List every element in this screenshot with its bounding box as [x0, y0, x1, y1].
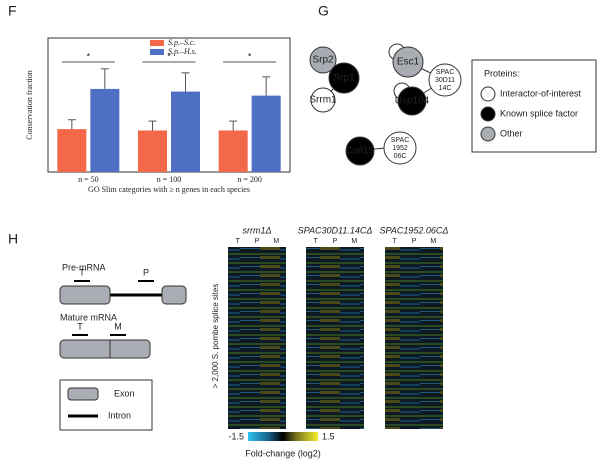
protein-node — [309, 46, 337, 74]
heatmap — [306, 247, 364, 429]
protein-node — [328, 62, 360, 94]
node-label: Srrm1 — [309, 95, 337, 106]
node-label: Usp104 — [395, 96, 430, 107]
protein-node — [392, 46, 424, 78]
schematic-label: Pre-mRNA — [62, 262, 106, 272]
node-label: 30D11 — [435, 77, 455, 84]
probe-label: T — [79, 267, 85, 277]
node-label: Cwf15 — [346, 146, 375, 157]
heatmap-y-label: > 2,000 S. pombe splice sites — [211, 284, 220, 389]
significance-star: * — [87, 51, 91, 61]
legend-swatch — [480, 86, 496, 102]
column-label: T — [236, 238, 241, 245]
probe-label: M — [114, 321, 122, 331]
node-label: Srp1 — [333, 73, 355, 84]
node-label: 06C — [394, 153, 407, 160]
exon — [59, 339, 151, 359]
bar — [251, 95, 281, 172]
panel-label: H — [8, 231, 18, 247]
colorbar-max: 1.5 — [322, 431, 335, 441]
legend-swatch — [150, 40, 164, 46]
colorbar — [248, 432, 318, 441]
column-label: T — [393, 238, 398, 245]
legend-swatch — [150, 49, 164, 55]
protein-node — [310, 87, 336, 113]
legend-label: Exon — [114, 388, 135, 398]
node-label: 1952 — [392, 145, 408, 152]
plot-frame — [47, 37, 291, 173]
y-axis-label: Conservation fraction — [25, 70, 34, 140]
protein-node — [397, 86, 427, 116]
panel-label: F — [8, 3, 17, 19]
bar — [171, 91, 200, 172]
schematic-label: Mature mRNA — [60, 312, 117, 322]
protein-node — [383, 131, 417, 165]
x-tick-label: n = 50 — [78, 175, 99, 184]
legend-label: S.p.–H.s. — [168, 47, 197, 56]
colorbar-label: Fold-change (log2) — [245, 448, 321, 458]
column-label: M — [273, 238, 279, 245]
legend-label: Known splice factor — [500, 108, 578, 118]
legend-title: Proteins: — [484, 68, 520, 78]
protein-node — [428, 63, 462, 97]
exon — [59, 285, 111, 305]
heatmap-title: SPAC1952.06CΔ — [380, 225, 449, 235]
column-label: M — [430, 238, 436, 245]
bar — [90, 88, 120, 172]
legend-label: Other — [500, 128, 523, 138]
panel-label: G — [318, 3, 329, 19]
colorbar-min: -1.5 — [228, 431, 244, 441]
node-label: SPAC — [436, 69, 455, 76]
probe-label: P — [143, 267, 149, 277]
exon-swatch — [67, 387, 99, 401]
probe-label: T — [77, 321, 83, 331]
column-label: P — [255, 238, 260, 245]
heatmap-title: SPAC30D11.14CΔ — [298, 225, 373, 235]
node-label: Srp2 — [312, 55, 334, 66]
legend-swatch — [480, 106, 496, 122]
node-label: Esc1 — [397, 57, 420, 68]
significance-star: * — [167, 51, 171, 61]
exon — [161, 285, 187, 305]
column-label: P — [412, 238, 417, 245]
x-tick-label: n = 200 — [237, 175, 262, 184]
column-label: M — [351, 238, 357, 245]
bar — [57, 129, 87, 172]
significance-star: * — [248, 51, 252, 61]
x-axis-label: GO Slim categories with ≥ n genes in eac… — [88, 185, 250, 194]
legend-label: S.p.–S.c. — [168, 38, 196, 47]
legend-label: Interactor-of-interest — [500, 88, 582, 98]
bar — [218, 130, 248, 172]
column-label: T — [314, 238, 319, 245]
node-label: 14C — [439, 85, 452, 92]
heatmap — [385, 247, 443, 429]
protein-node — [345, 136, 375, 166]
column-label: P — [333, 238, 338, 245]
bar — [138, 130, 167, 172]
legend-swatch — [480, 126, 496, 142]
node-label: SPAC — [391, 137, 410, 144]
legend-label: Intron — [108, 410, 131, 420]
x-tick-label: n = 100 — [157, 175, 182, 184]
heatmap-title: srrm1Δ — [242, 225, 271, 235]
heatmap — [228, 247, 286, 429]
